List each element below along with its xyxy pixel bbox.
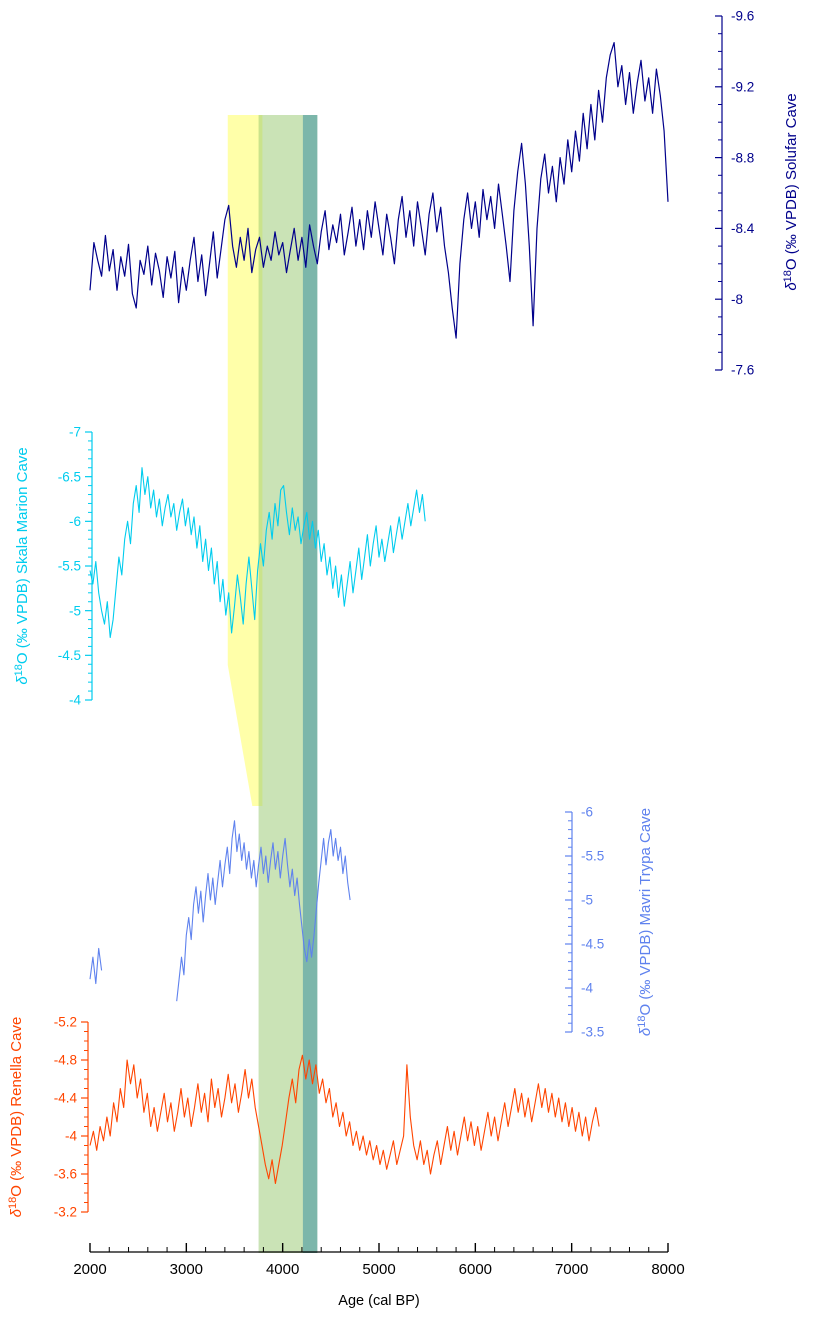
renella-cave-series (89, 1054, 600, 1185)
y-tick-label: -8 (731, 292, 743, 307)
x-tick-label: 2000 (73, 1261, 106, 1278)
highlight-bands (227, 115, 318, 1253)
y-tick-label: -4 (65, 1129, 77, 1144)
y-tick-label: -5 (69, 603, 81, 618)
data-trace (89, 1054, 600, 1185)
y-tick-label: -4 (69, 693, 81, 708)
x-tick-label: 5000 (362, 1261, 395, 1278)
y-tick-label: -4.5 (581, 937, 604, 952)
y-tick-label: -8.4 (731, 221, 755, 236)
y-tick-label: -3.5 (581, 1025, 604, 1040)
skala-marion-cave-axis: -7 -6.5 -6 -5.5 -5 -4.5 -4 δ18O (‰ VPDB) Skala … (13, 425, 93, 708)
x-axis: 2000 3000 4000 5000 6000 7000 8000 Age (cal BP) (73, 1243, 685, 1309)
data-trace (89, 41, 669, 339)
x-tick-label: 4000 (266, 1261, 299, 1278)
skala-marion-cave-series (89, 467, 426, 639)
y-axis-title: δ18O (‰ VPDB) Skala Marion Cave (13, 447, 31, 684)
y-axis-title: δ18O (‰ VPDB) Renella Cave (7, 1017, 25, 1218)
y-tick-label: -5.2 (54, 1015, 77, 1030)
mavri-trypa-cave-axis: -6 -5.5 -5 -4.5 -4 -3.5 δ18O (‰ VPDB) Mavri Tr… (565, 805, 654, 1040)
x-tick-label: 7000 (555, 1261, 588, 1278)
x-tick-label: 6000 (459, 1261, 492, 1278)
data-trace (89, 947, 103, 985)
y-tick-label: -5 (581, 893, 593, 908)
y-tick-label: -5.5 (581, 849, 604, 864)
y-tick-label: -4 (581, 981, 593, 996)
y-tick-label: -4.5 (58, 648, 81, 663)
y-tick-label: -5.5 (58, 559, 81, 574)
y-tick-label: -6.5 (58, 469, 81, 484)
y-axis-title: δ18O (‰ VPDB) Mavri Trypa Cave (636, 808, 654, 1036)
teal-highlight-band (302, 115, 318, 1253)
y-tick-label: -7 (69, 425, 81, 440)
x-tick-label: 8000 (651, 1261, 684, 1278)
y-tick-label: -8.8 (731, 150, 754, 165)
data-trace (89, 467, 426, 639)
mavri-trypa-cave-series (89, 820, 351, 1002)
x-axis-title: Age (cal BP) (338, 1293, 419, 1309)
data-trace (176, 820, 351, 1002)
solufar-cave-axis: -9.6 -9.2 -8.8 -8.4 -8 -7.6 δ18O (‰ VPDB) Solu… (715, 9, 800, 378)
y-tick-label: -4.8 (54, 1053, 77, 1068)
yellow-highlight-band (227, 115, 263, 806)
solufar-cave-series (89, 41, 669, 339)
y-tick-label: -3.6 (54, 1167, 77, 1182)
x-tick-label: 3000 (170, 1261, 203, 1278)
renella-cave-axis: -5.2 -4.8 -4.4 -4 -3.6 -3.2 δ18O (‰ VPDB) Rene… (7, 1015, 89, 1220)
y-tick-label: -6 (69, 514, 81, 529)
y-tick-label: -4.4 (54, 1091, 78, 1106)
y-tick-label: -6 (581, 805, 593, 820)
y-tick-label: -9.2 (731, 80, 754, 95)
y-tick-label: -3.2 (54, 1205, 77, 1220)
y-tick-label: -7.6 (731, 363, 754, 378)
y-axis-title: δ18O (‰ VPDB) Solufar Cave (782, 93, 800, 290)
y-tick-label: -9.6 (731, 9, 754, 24)
